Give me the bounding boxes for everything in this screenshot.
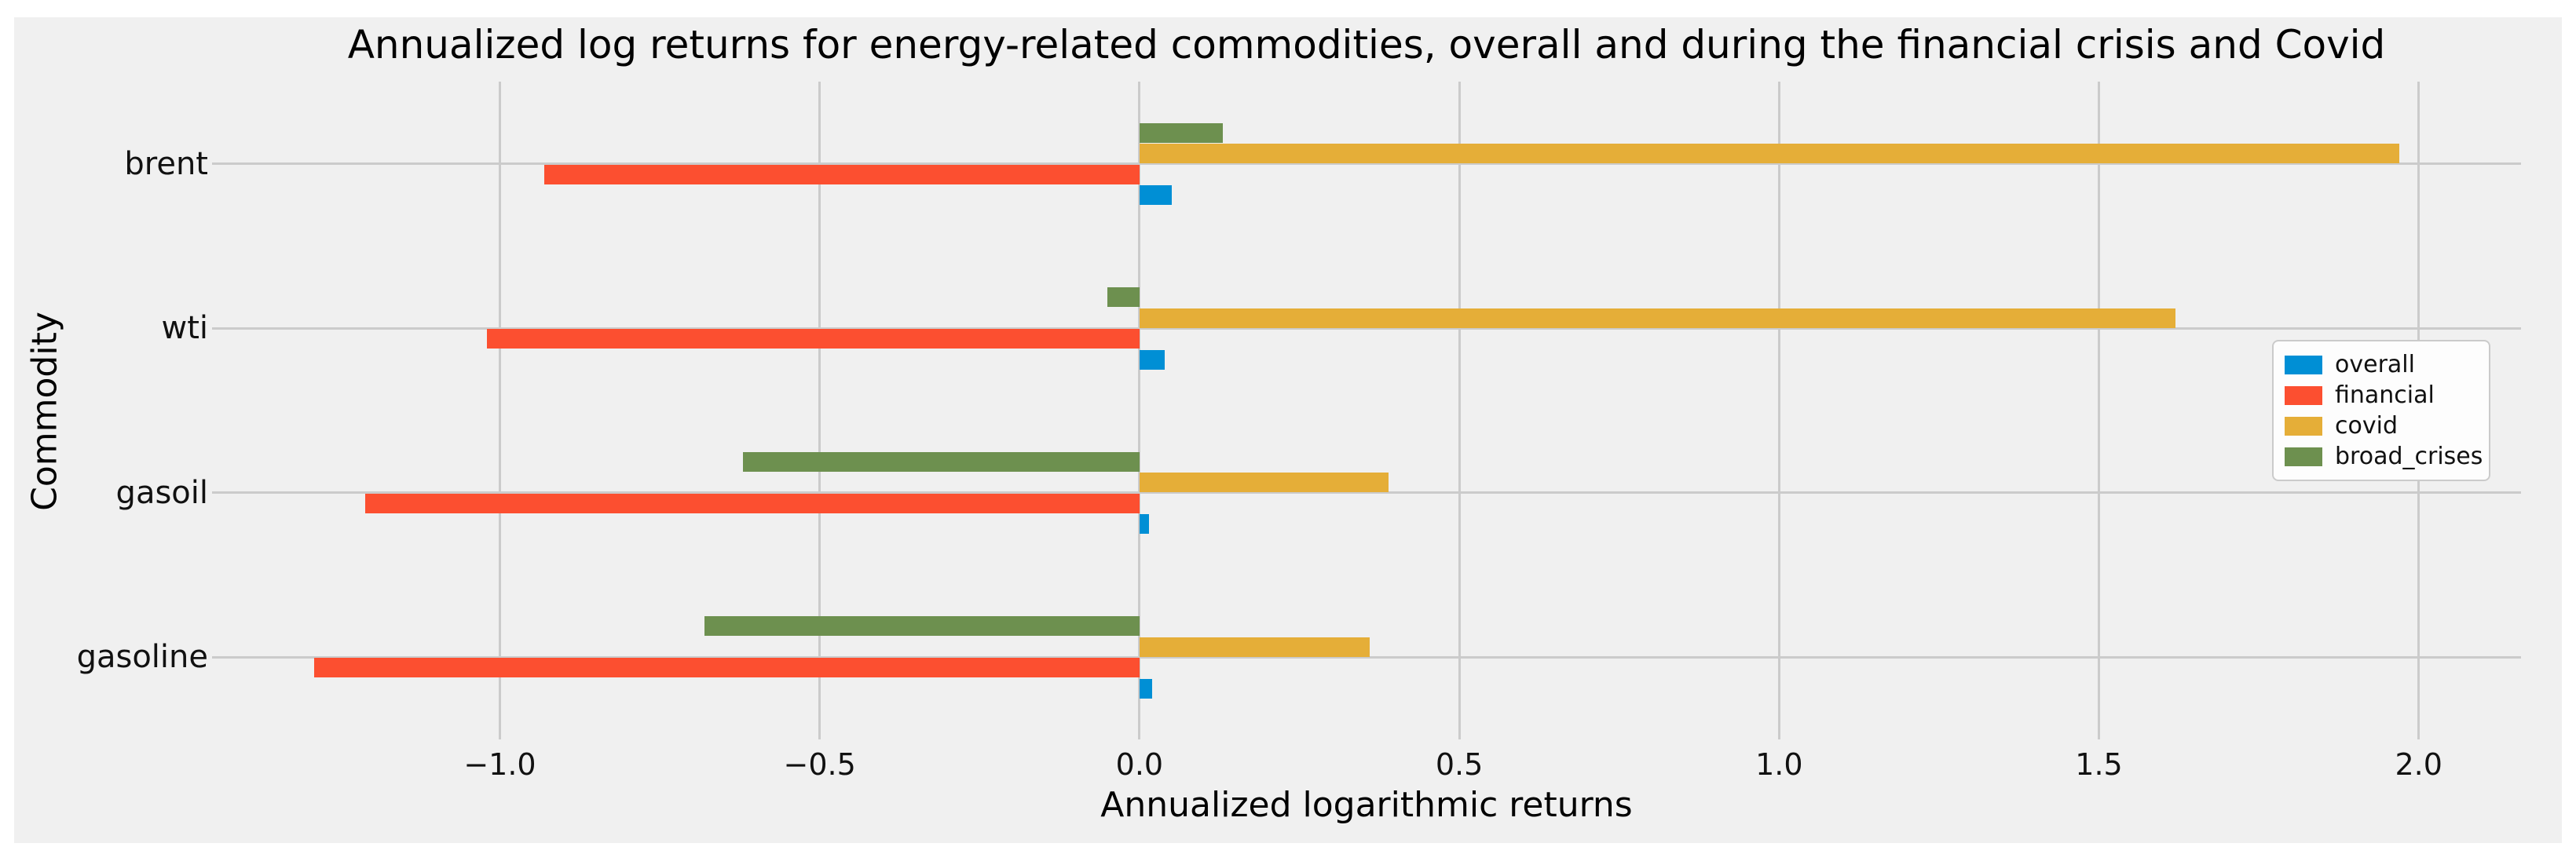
chart-title: Annualized log returns for energy-relate… bbox=[347, 22, 2386, 68]
bar-wti-financial bbox=[487, 329, 1140, 349]
legend-swatch-financial bbox=[2285, 385, 2322, 405]
x-gridline bbox=[1458, 82, 1461, 739]
x-tick-label: 0.5 bbox=[1435, 747, 1484, 782]
x-gridline bbox=[2097, 82, 2100, 739]
bar-wti-broad_crises bbox=[1107, 287, 1140, 307]
category-label-wti: wti bbox=[161, 310, 208, 347]
bar-wti-covid bbox=[1139, 308, 2176, 328]
y-gridline bbox=[212, 162, 2521, 166]
x-tick-label: −0.5 bbox=[783, 747, 856, 782]
x-axis-label: Annualized logarithmic returns bbox=[1100, 785, 1633, 825]
bar-gasoline-financial bbox=[314, 658, 1140, 677]
legend-item-financial: financial bbox=[2285, 381, 2478, 409]
bar-gasoil-overall bbox=[1139, 514, 1150, 534]
bar-gasoline-covid bbox=[1139, 637, 1370, 657]
category-label-gasoil: gasoil bbox=[115, 474, 208, 511]
bar-wti-overall bbox=[1139, 349, 1165, 370]
legend-item-overall: overall bbox=[2285, 351, 2478, 378]
x-tick-label: 2.0 bbox=[2395, 747, 2442, 782]
bar-brent-broad_crises bbox=[1139, 122, 1223, 143]
bar-brent-covid bbox=[1139, 144, 2400, 163]
legend-label-overall: overall bbox=[2335, 351, 2415, 378]
bar-gasoil-covid bbox=[1139, 473, 1389, 492]
bar-gasoil-financial bbox=[365, 493, 1140, 513]
x-tick-label: −1.0 bbox=[463, 747, 536, 782]
x-gridline bbox=[1777, 82, 1780, 739]
legend-item-covid: covid bbox=[2285, 412, 2478, 440]
legend-swatch-broad_crises bbox=[2285, 447, 2322, 466]
legend-label-covid: covid bbox=[2335, 412, 2398, 440]
x-tick-label: 1.0 bbox=[1755, 747, 1803, 782]
category-label-brent: brent bbox=[124, 145, 208, 182]
legend-item-broad_crises: broad_crises bbox=[2285, 443, 2483, 470]
y-gridline bbox=[212, 655, 2521, 659]
bar-gasoline-broad_crises bbox=[704, 616, 1140, 636]
bar-gasoline-overall bbox=[1139, 678, 1153, 699]
x-tick-label: 1.5 bbox=[2075, 747, 2123, 782]
legend-swatch-overall bbox=[2285, 355, 2322, 374]
category-label-gasoline: gasoline bbox=[76, 639, 208, 676]
x-gridline bbox=[1138, 82, 1141, 739]
figure-background bbox=[14, 17, 2562, 843]
y-gridline bbox=[212, 327, 2521, 330]
x-gridline bbox=[498, 82, 501, 739]
legend-swatch-covid bbox=[2285, 416, 2322, 436]
legend: overall financial covid broad_crises bbox=[2272, 340, 2490, 481]
x-gridline bbox=[818, 82, 821, 739]
bar-gasoil-broad_crises bbox=[742, 451, 1140, 472]
legend-label-broad_crises: broad_crises bbox=[2335, 443, 2483, 470]
x-tick-label: 0.0 bbox=[1115, 747, 1164, 782]
y-gridline bbox=[212, 491, 2521, 495]
bar-brent-overall bbox=[1139, 185, 1172, 205]
bar-brent-financial bbox=[544, 164, 1140, 184]
legend-label-financial: financial bbox=[2335, 381, 2435, 409]
